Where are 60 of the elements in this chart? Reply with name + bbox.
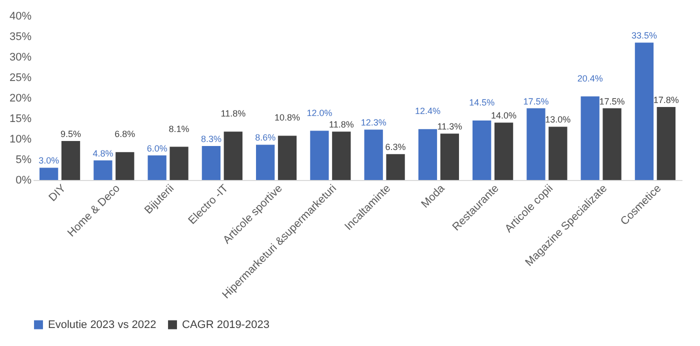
bar	[386, 154, 405, 180]
data-label: 14.5%	[469, 98, 495, 108]
data-label: 8.6%	[255, 132, 276, 143]
bar	[256, 144, 275, 180]
bar	[170, 146, 188, 180]
data-label: 33.5%	[631, 30, 657, 41]
data-label: 12.3%	[360, 118, 386, 128]
data-label: 17.5%	[523, 96, 549, 106]
data-label: 11.3%	[437, 122, 462, 132]
bar	[548, 126, 568, 180]
data-label: 12.0%	[306, 108, 332, 118]
data-label: 3.0%	[38, 156, 60, 166]
bar	[202, 146, 221, 180]
legend-label: Evolutie 2023 vs 2022	[48, 318, 156, 331]
data-label: 17.8%	[653, 95, 679, 106]
data-label: 14.0%	[491, 110, 517, 121]
data-label: 12.4%	[414, 106, 440, 116]
data-label: 10.8%	[274, 112, 300, 123]
y-tick-label: 30%	[9, 52, 32, 64]
bar	[332, 132, 351, 180]
bar	[310, 130, 329, 180]
bar	[364, 130, 383, 180]
bar	[278, 136, 297, 180]
y-tick-label: 0%	[16, 174, 32, 186]
y-tick-label: 25%	[9, 72, 32, 84]
y-tick-label: 15%	[9, 113, 32, 125]
y-tick-label: 5%	[16, 154, 32, 166]
data-label: 11.8%	[328, 120, 354, 130]
data-label: 6.0%	[146, 143, 168, 154]
bar	[580, 96, 600, 180]
bar	[472, 120, 492, 180]
y-tick-label: 40%	[9, 10, 32, 22]
bar	[39, 168, 58, 180]
bar	[94, 160, 112, 180]
bar	[602, 108, 622, 180]
bar	[418, 129, 438, 180]
data-label: 8.3%	[200, 134, 222, 144]
bar	[148, 155, 166, 180]
data-label: 17.5%	[599, 96, 625, 106]
legend-label: CAGR 2019-2023	[182, 318, 270, 331]
bar	[116, 152, 134, 180]
y-tick-label: 10%	[9, 134, 32, 146]
bar	[494, 122, 514, 180]
bar	[224, 132, 242, 180]
bar	[656, 107, 676, 180]
bar	[61, 141, 80, 180]
data-label: 11.8%	[220, 108, 246, 119]
bar	[526, 108, 546, 180]
data-label: 6.8%	[114, 129, 136, 140]
y-tick-label: 35%	[9, 31, 32, 43]
data-label: 20.4%	[577, 73, 603, 84]
y-tick-label: 20%	[9, 92, 32, 104]
data-label: 6.3%	[385, 142, 406, 152]
bar	[440, 134, 459, 180]
data-label: 9.5%	[60, 129, 82, 140]
data-label: 4.8%	[92, 148, 114, 158]
data-label: 13.0%	[545, 114, 571, 125]
data-label: 8.1%	[168, 124, 190, 134]
x-tick-label: DIY	[46, 182, 69, 204]
bar	[634, 42, 654, 180]
